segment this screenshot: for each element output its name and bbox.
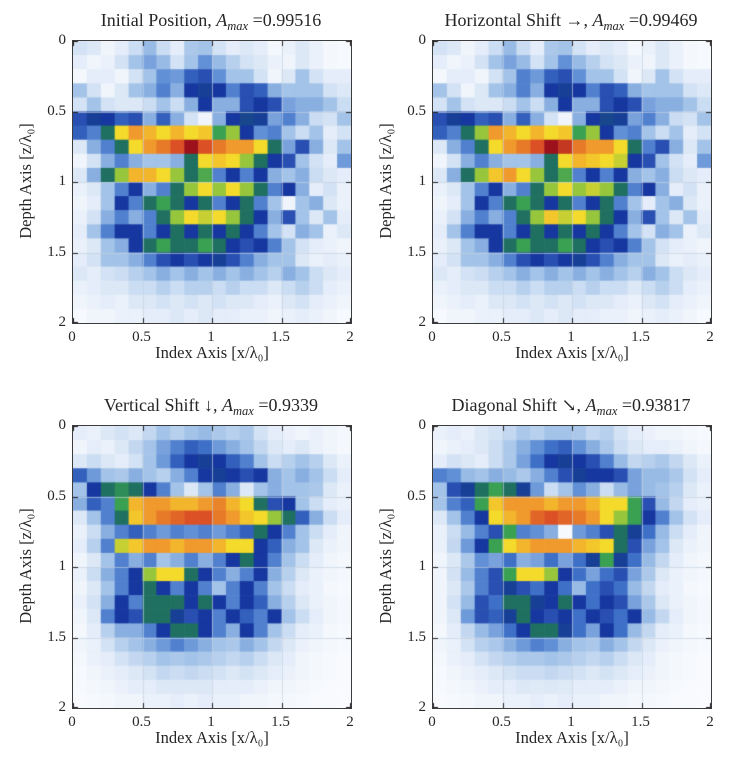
panel-title-initial-position: Initial Position, Amax =0.99516 xyxy=(31,8,391,38)
y-tick-label: 1 xyxy=(418,558,427,574)
x-axis-label: Index Axis [x/λ₀] xyxy=(515,728,629,747)
x-tick-label: 2 xyxy=(706,714,714,730)
y-tick-label: 0.5 xyxy=(407,487,426,504)
amax-subscript: max xyxy=(227,19,249,33)
heatmap-horizontal-shift xyxy=(432,40,712,324)
title-text: Vertical Shift ↓, xyxy=(104,395,222,415)
y-tick-label: 2 xyxy=(58,314,67,330)
x-tick-label: 1.5 xyxy=(271,329,290,345)
x-tick-label: 2 xyxy=(706,329,714,345)
x-tick-label: 0.5 xyxy=(492,329,511,345)
amax-symbol: A xyxy=(585,395,597,415)
x-tick-label: 0 xyxy=(68,329,76,345)
amax-value: =0.99469 xyxy=(624,10,698,30)
amax-symbol: A xyxy=(222,395,233,415)
amax-value: =0.93817 xyxy=(617,395,691,415)
x-tick-label: 1.5 xyxy=(271,714,290,730)
y-tick-label: 0.5 xyxy=(47,487,66,504)
x-axis-label: Index Axis [x/λ₀] xyxy=(155,343,269,362)
y-tick-label: 0 xyxy=(418,32,427,48)
x-tick-label: 0 xyxy=(68,714,76,730)
y-tick-label: 1 xyxy=(418,173,427,189)
amax-value: =0.9339 xyxy=(253,395,318,415)
title-text: Initial Position, xyxy=(100,10,217,30)
x-tick-label: 1 xyxy=(567,329,575,345)
amax-symbol: A xyxy=(592,10,604,30)
panel-title-vertical-shift: Vertical Shift ↓, Amax =0.9339 xyxy=(31,393,391,423)
x-tick-label: 1.5 xyxy=(631,714,650,730)
title-text: Diagonal Shift ↘, xyxy=(451,395,586,415)
amax-symbol: A xyxy=(216,10,228,30)
panel-title-diagonal-shift: Diagonal Shift ↘, Amax =0.93817 xyxy=(391,393,750,423)
heatmap-vertical-shift xyxy=(72,425,352,709)
y-tick-label: 1.5 xyxy=(47,243,66,260)
y-tick-label: 2 xyxy=(418,314,427,330)
y-tick-label: 0 xyxy=(58,32,67,48)
y-tick-label: 1.5 xyxy=(47,628,66,645)
heatmap-diagonal-shift xyxy=(432,425,712,709)
x-tick-label: 0.5 xyxy=(132,329,151,345)
y-tick-label: 1 xyxy=(58,173,67,189)
y-tick-label: 1 xyxy=(58,558,67,574)
amax-value: =0.99516 xyxy=(248,10,322,30)
x-tick-label: 2 xyxy=(346,714,354,730)
x-tick-label: 1 xyxy=(567,714,575,730)
y-tick-label: 1.5 xyxy=(407,628,426,645)
amax-subscript: max xyxy=(233,404,254,418)
y-tick-label: 0.5 xyxy=(47,102,66,119)
amax-subscript: max xyxy=(596,404,618,418)
y-tick-label: 0.5 xyxy=(407,102,426,119)
y-tick-label: 2 xyxy=(418,699,427,715)
title-text: Horizontal Shift →, xyxy=(444,10,593,30)
y-tick-label: 0 xyxy=(58,417,67,433)
x-tick-label: 0.5 xyxy=(132,714,151,730)
x-tick-label: 1 xyxy=(207,714,215,730)
x-tick-label: 0.5 xyxy=(492,714,511,730)
x-tick-label: 1.5 xyxy=(631,329,650,345)
x-axis-label: Index Axis [x/λ₀] xyxy=(155,728,269,747)
y-tick-label: 0 xyxy=(418,417,427,433)
heatmap-initial-position xyxy=(72,40,352,324)
x-tick-label: 0 xyxy=(428,714,436,730)
y-tick-label: 1.5 xyxy=(407,243,426,260)
x-tick-label: 1 xyxy=(207,329,215,345)
x-tick-label: 0 xyxy=(428,329,436,345)
amax-subscript: max xyxy=(603,19,625,33)
x-axis-label: Index Axis [x/λ₀] xyxy=(515,343,629,362)
y-tick-label: 2 xyxy=(58,699,67,715)
panel-title-horizontal-shift: Horizontal Shift →, Amax =0.99469 xyxy=(391,8,750,38)
x-tick-label: 2 xyxy=(346,329,354,345)
